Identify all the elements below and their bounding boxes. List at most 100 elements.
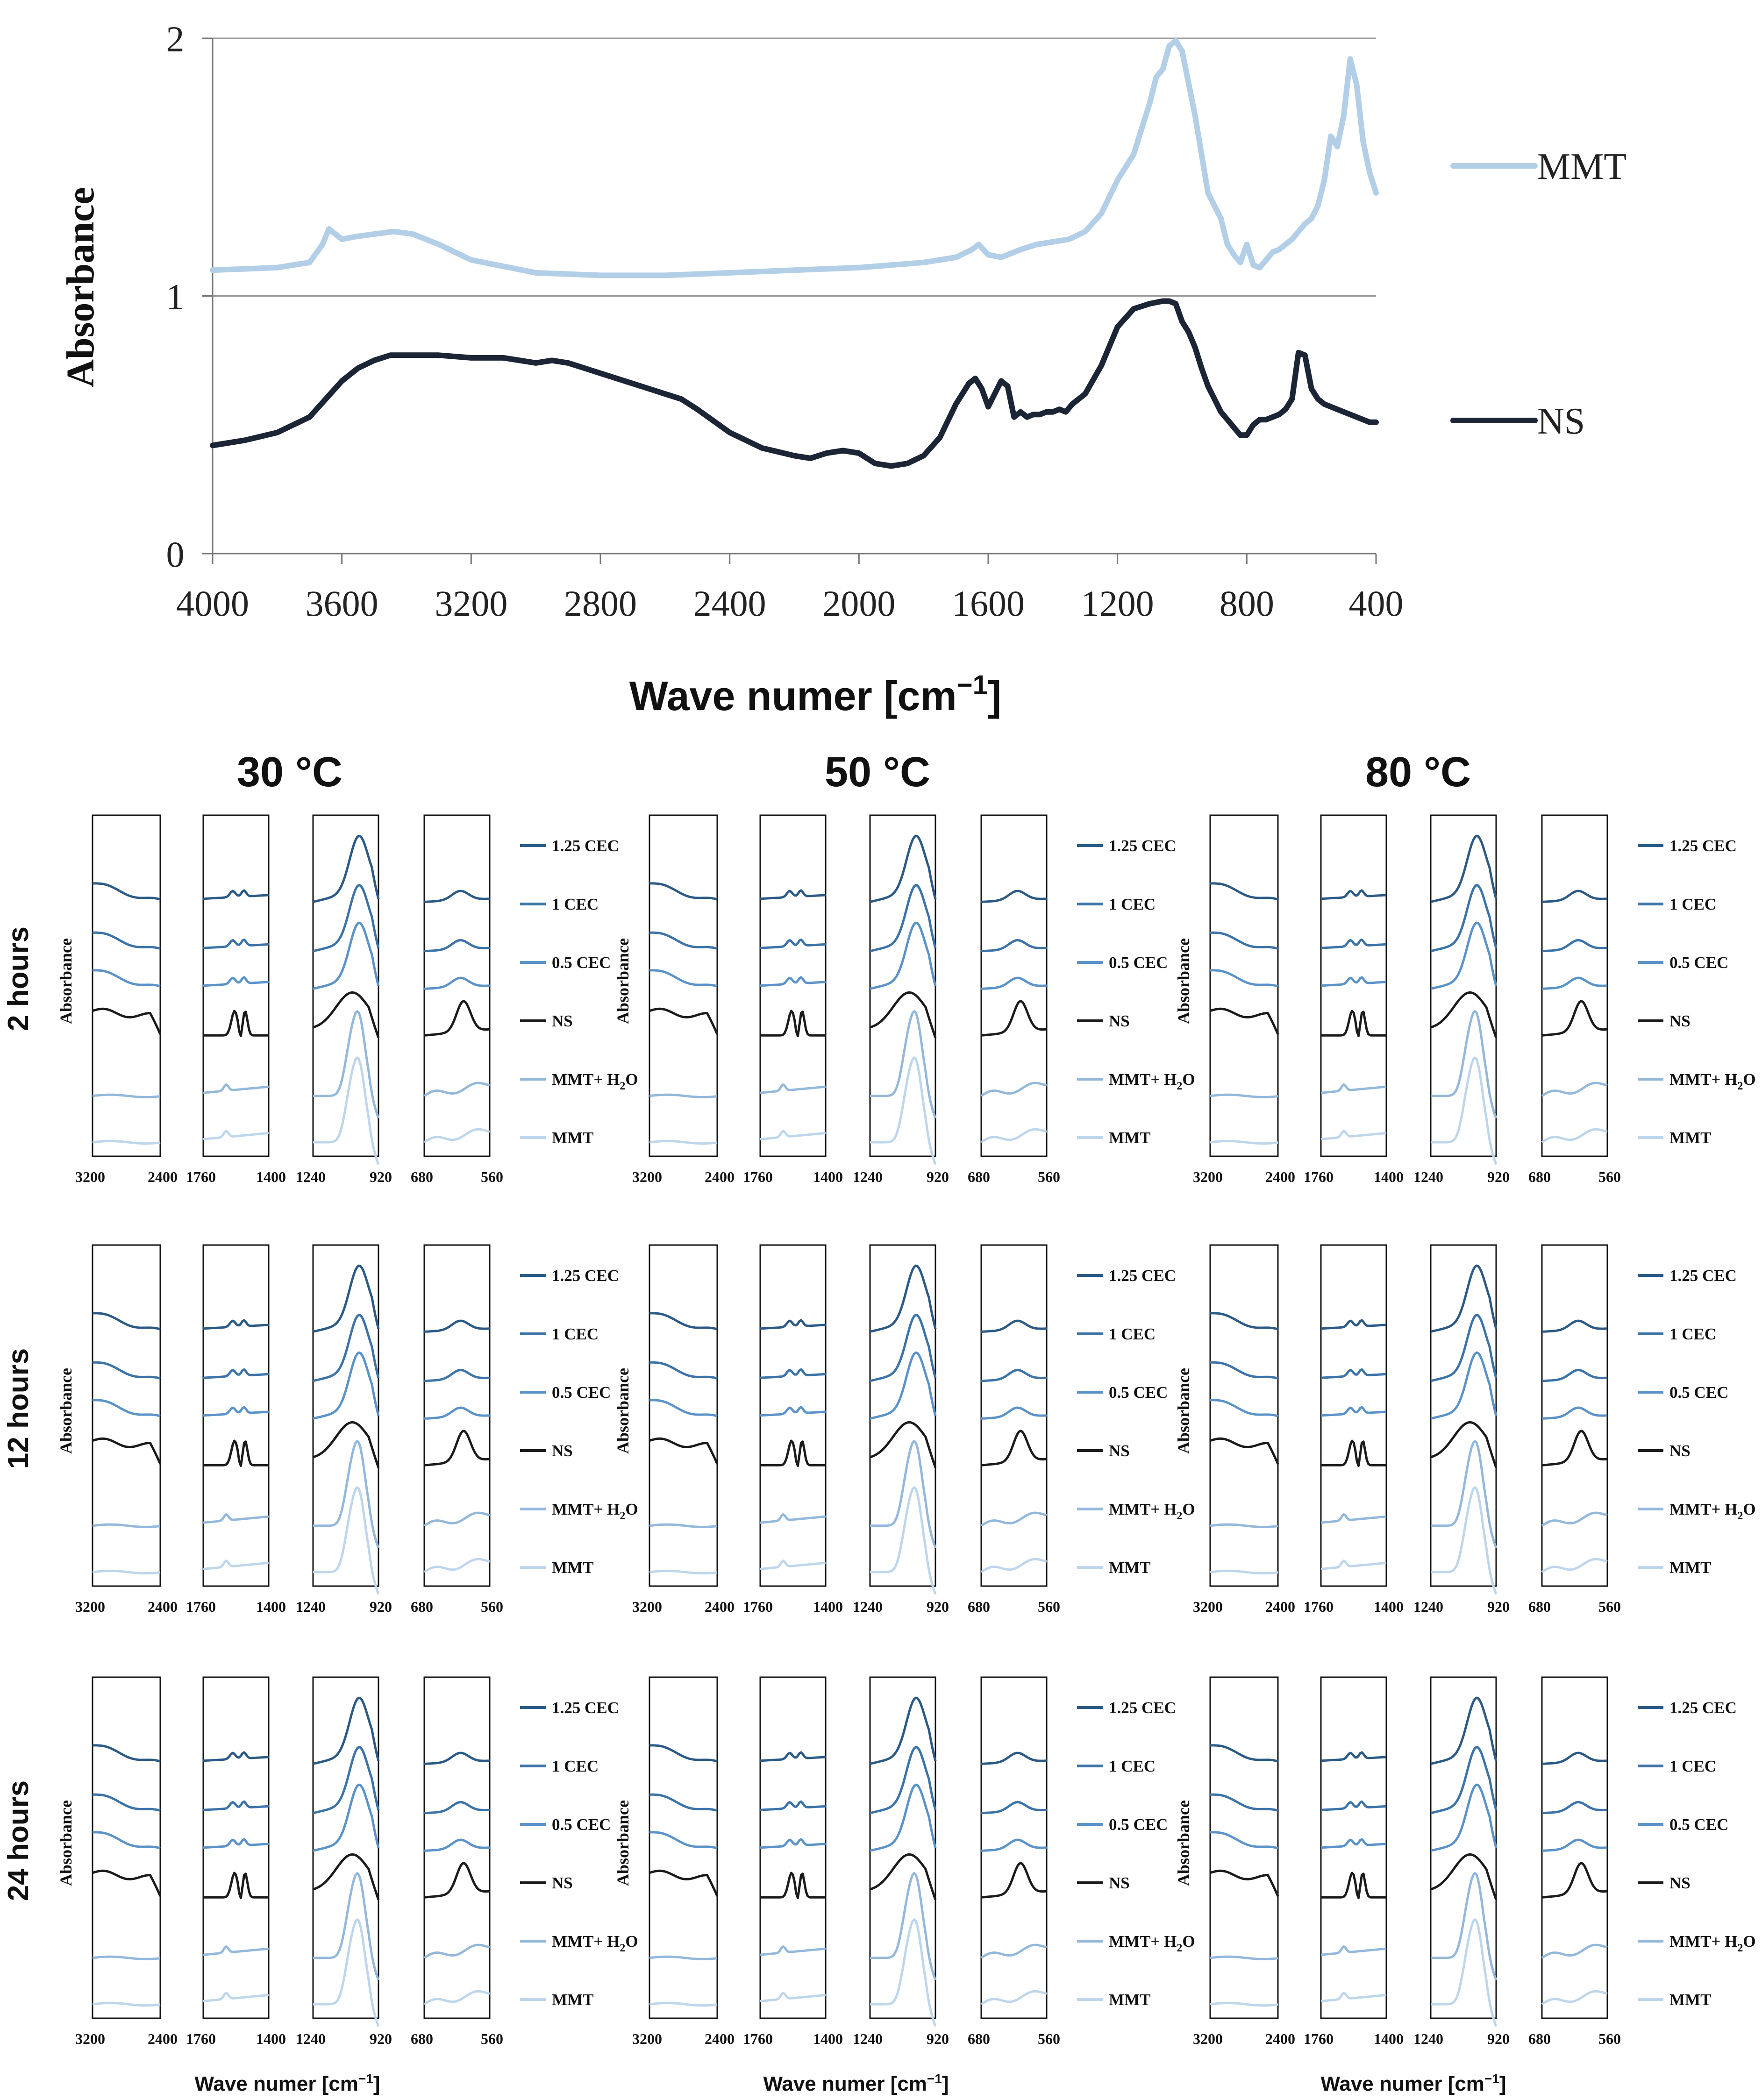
panel-legend-label-end: O	[625, 1500, 638, 1518]
panel-legend-label-text: NS	[1109, 1874, 1130, 1892]
panel-series-line	[92, 1437, 162, 1465]
panel-series-line	[1320, 1838, 1387, 1849]
panel-series-line	[980, 1990, 1047, 2006]
panel-series-line	[203, 1945, 269, 1956]
panel-series-line	[92, 1744, 161, 1763]
panel-legend-label-text: 1 CEC	[1109, 1757, 1156, 1775]
panel-series-line	[981, 1862, 1047, 1899]
panel-series-line	[203, 1439, 269, 1467]
panel-legend-label: MMT+ H2O	[1669, 1500, 1756, 1522]
panel-series-line	[649, 1093, 718, 1098]
panel-tick-label: 1240	[296, 2030, 326, 2047]
panel-legend-label-text: NS	[1669, 1874, 1691, 1892]
panel-series-line	[1210, 1955, 1278, 1960]
duration-label: 24 hours	[2, 1780, 35, 1901]
panel-series-line	[424, 1406, 490, 1420]
panel-series-line	[870, 991, 937, 1039]
panel-series-line	[313, 1010, 380, 1119]
main-x-axis-label: Wave numer [cm−1]	[629, 670, 1001, 719]
panel-tick-label: 1240	[1413, 1168, 1443, 1185]
panel-legend-label: 0.5 CEC	[552, 954, 611, 972]
panel-legend-label: MMT+ H2O	[552, 1070, 638, 1092]
panel-series-line	[870, 1421, 937, 1468]
panel-series-line	[1541, 1558, 1608, 1573]
panel-series-line	[760, 1872, 826, 1899]
main-x-tick-label: 1600	[952, 583, 1025, 624]
panel-series-line	[1430, 1264, 1498, 1333]
panel-legend-label-text: 0.5 CEC	[1669, 954, 1728, 972]
panel-x-axis-label: Wave numer [cm−1]	[763, 2072, 949, 2095]
panel-block: Absorbance 3200 2400 1760 1400 1240 920 680 560 1…	[1174, 1676, 1756, 2047]
panel-legend-label: NS	[1109, 1442, 1130, 1460]
panel-series-line	[870, 1264, 937, 1333]
panel-series-line	[981, 976, 1047, 990]
main-ftir-chart: 0 1 2 4000 3600 3200 2800 2400 2000 1600 1200 800 40…	[59, 19, 1626, 719]
panel-series-line	[1541, 1369, 1608, 1382]
panel-tick-label: 1760	[743, 1168, 773, 1185]
panel-series-line	[1210, 1139, 1278, 1145]
panel-series-line	[1320, 1800, 1387, 1811]
panel-legend-label: NS	[552, 1012, 573, 1030]
panel-series-line	[1320, 889, 1387, 900]
panel-tick-label: 920	[927, 1168, 949, 1185]
panel-series-line	[760, 1838, 826, 1849]
panel-legend-label: 1.25 CEC	[552, 1267, 619, 1285]
panel-series-line	[1431, 1486, 1498, 1595]
panel-series-line	[1431, 1010, 1498, 1119]
panel-tick-label: 1240	[296, 1598, 326, 1615]
panel-tick-label: 3200	[632, 1598, 662, 1615]
panel-tick-label: 560	[1038, 1168, 1060, 1185]
panel-legend-label: 1.25 CEC	[1109, 1699, 1176, 1717]
main-legend-label-mmt: MMT	[1537, 146, 1626, 187]
panel-legend-label-text: 0.5 CEC	[552, 1383, 611, 1402]
panel-series-line	[760, 1406, 826, 1417]
panel-series-line	[760, 1513, 826, 1524]
panel-series-line	[424, 1862, 490, 1899]
panel-legend-label-text: MMT	[1109, 1559, 1150, 1577]
panel-legend-label-text: MMT	[552, 1129, 593, 1147]
panel-legend-label: 0.5 CEC	[1669, 1815, 1728, 1834]
panel-x-axis-label-text: Wave numer [cm	[1320, 2072, 1484, 2095]
main-x-tick-label: 2800	[564, 583, 637, 624]
panel-legend-label: 1 CEC	[552, 1757, 599, 1775]
panel-legend-label: NS	[1669, 1012, 1691, 1030]
panel-legend-label: MMT+ H2O	[1109, 1070, 1195, 1092]
panel-tick-label: 2400	[1265, 1598, 1295, 1615]
panel-block: Absorbance 3200 2400 1760 1400 1240 920 680 560 1…	[1174, 814, 1756, 1185]
panel-legend-label: 0.5 CEC	[1109, 1815, 1168, 1834]
panel-series-line	[1210, 882, 1278, 901]
panel-series-line	[92, 931, 161, 950]
panel-series-line	[1320, 1513, 1387, 1524]
panel-legend-label-text: 1.25 CEC	[1669, 1699, 1737, 1717]
panel-x-axis-label-end: ]	[373, 2072, 380, 2095]
panel-series-line	[649, 2001, 718, 2007]
panel-block: Absorbance 3200 2400 1760 1400 1240 920 680 560 1…	[613, 1244, 1195, 1615]
panel-legend-label-sub: 2	[620, 1080, 625, 1092]
panel-tick-label: 1400	[256, 1168, 286, 1185]
panel-legend-label-text: NS	[1669, 1442, 1691, 1460]
panel-x-axis-label-sup: −1	[1484, 2072, 1499, 2086]
panel-series-line	[1541, 1943, 1608, 1959]
panel-series-line	[1431, 1056, 1498, 1165]
panel-legend-label-text: MMT+ H	[1109, 1500, 1177, 1518]
panel-tick-label: 920	[927, 2030, 949, 2047]
panel-legend-label-text: MMT	[552, 1991, 593, 2009]
panel-block: Absorbance 3200 2400 1760 1400 1240 920 680 560 1…	[57, 1244, 638, 1615]
panel-legend-label-text: NS	[552, 1874, 573, 1892]
panel-series-line	[1541, 1000, 1608, 1037]
panel-series-line	[1431, 1440, 1498, 1549]
panel-x-axis-label-end: ]	[942, 2072, 949, 2095]
panel-legend-label-end: O	[1182, 1932, 1195, 1951]
panel-series-line	[649, 1139, 718, 1145]
panel-legend-label-text: MMT	[1669, 1991, 1711, 2009]
panel-tick-label: 680	[1528, 1598, 1551, 1615]
panel-legend-label-end: O	[1743, 1500, 1755, 1518]
panel-series-line	[649, 1437, 719, 1465]
panel-series-line	[313, 1783, 380, 1852]
panel-tick-label: 1240	[1413, 2030, 1443, 2047]
panel-legend-label-text: MMT+ H	[552, 1070, 620, 1089]
panel-series-line	[760, 938, 826, 949]
panel-legend-label-end: O	[1743, 1070, 1755, 1089]
main-x-axis-label-sup: −1	[957, 670, 988, 700]
panel-tick-label: 2400	[1265, 1168, 1295, 1185]
